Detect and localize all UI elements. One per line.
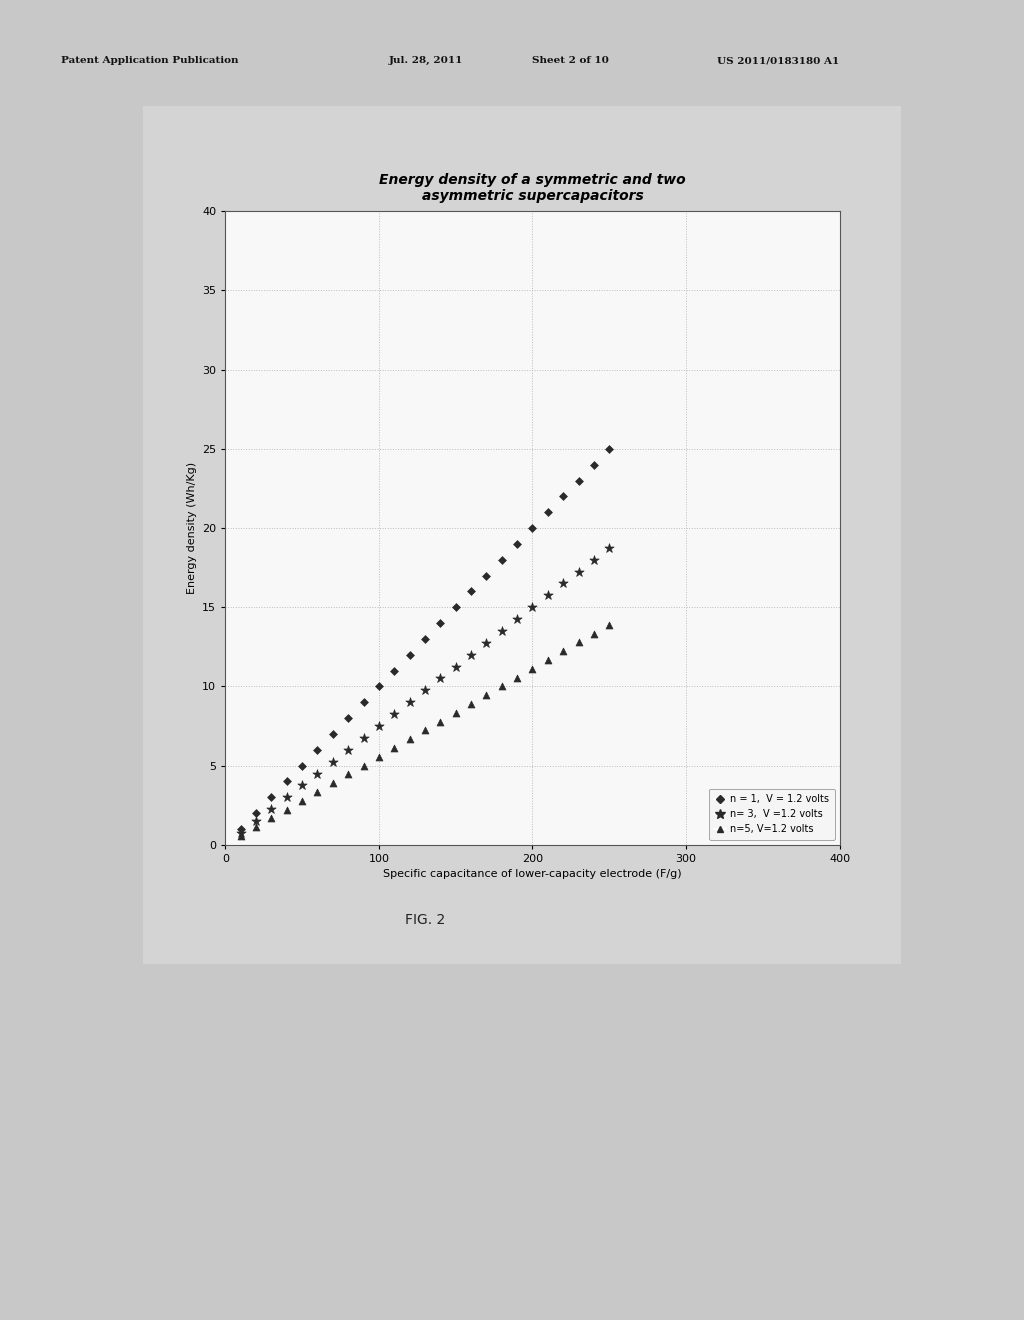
Point	[232, 825, 249, 846]
Point	[294, 791, 310, 812]
Point	[524, 597, 541, 618]
Point	[570, 561, 587, 582]
Point	[309, 781, 326, 803]
Point	[340, 739, 356, 760]
Point	[340, 708, 356, 729]
Point	[294, 775, 310, 796]
Title: Energy density of a symmetric and two
asymmetric supercapacitors: Energy density of a symmetric and two as…	[379, 173, 686, 203]
Point	[325, 723, 341, 744]
Point	[263, 787, 280, 808]
Point	[494, 620, 510, 642]
Point	[386, 660, 402, 681]
Point	[401, 692, 418, 713]
Point	[555, 573, 571, 594]
Point	[524, 517, 541, 539]
Y-axis label: Energy density (Wh/Kg): Energy density (Wh/Kg)	[186, 462, 197, 594]
Point	[447, 656, 464, 677]
Point	[494, 676, 510, 697]
Point	[509, 667, 525, 688]
Point	[540, 649, 556, 671]
Point	[570, 632, 587, 653]
Point	[524, 659, 541, 680]
Point	[494, 549, 510, 570]
Point	[601, 438, 617, 459]
X-axis label: Specific capacitance of lower-capacity electrode (F/g): Specific capacitance of lower-capacity e…	[383, 870, 682, 879]
Point	[417, 680, 433, 701]
Point	[263, 799, 280, 820]
Point	[232, 822, 249, 843]
Point	[463, 693, 479, 714]
Point	[279, 787, 295, 808]
Point	[478, 565, 495, 586]
Point	[355, 692, 372, 713]
Legend: n = 1,  V = 1.2 volts, n= 3,  V =1.2 volts, n=5, V=1.2 volts: n = 1, V = 1.2 volts, n= 3, V =1.2 volts…	[709, 788, 835, 840]
Point	[340, 764, 356, 785]
Point	[309, 739, 326, 760]
Point	[555, 640, 571, 661]
Point	[540, 502, 556, 523]
Point	[248, 803, 264, 824]
Point	[432, 711, 449, 733]
Text: US 2011/0183180 A1: US 2011/0183180 A1	[717, 57, 839, 66]
Point	[401, 644, 418, 665]
Point	[309, 763, 326, 784]
Point	[463, 644, 479, 665]
Point	[586, 623, 602, 644]
Point	[509, 609, 525, 630]
Point	[386, 704, 402, 725]
Point	[294, 755, 310, 776]
Point	[325, 772, 341, 793]
Point	[555, 486, 571, 507]
Point	[232, 818, 249, 840]
Text: Sheet 2 of 10: Sheet 2 of 10	[532, 57, 609, 66]
Point	[509, 533, 525, 554]
Point	[325, 751, 341, 772]
Point	[478, 632, 495, 653]
Point	[570, 470, 587, 491]
Point	[371, 715, 387, 737]
Point	[432, 612, 449, 634]
Point	[248, 810, 264, 832]
Point	[401, 729, 418, 750]
Point	[586, 549, 602, 570]
Point	[386, 738, 402, 759]
Point	[586, 454, 602, 475]
Point	[417, 628, 433, 649]
Point	[601, 537, 617, 558]
Text: Jul. 28, 2011: Jul. 28, 2011	[389, 57, 464, 66]
Point	[263, 808, 280, 829]
Text: FIG. 2: FIG. 2	[404, 913, 445, 927]
Point	[355, 727, 372, 748]
Point	[463, 581, 479, 602]
Point	[279, 799, 295, 820]
Point	[279, 771, 295, 792]
Point	[417, 719, 433, 741]
Point	[432, 668, 449, 689]
Point	[540, 585, 556, 606]
Point	[248, 817, 264, 838]
Point	[371, 746, 387, 767]
Point	[371, 676, 387, 697]
Point	[478, 685, 495, 706]
Point	[601, 614, 617, 635]
Point	[355, 755, 372, 776]
Text: Patent Application Publication: Patent Application Publication	[61, 57, 239, 66]
Point	[447, 597, 464, 618]
Point	[447, 702, 464, 723]
